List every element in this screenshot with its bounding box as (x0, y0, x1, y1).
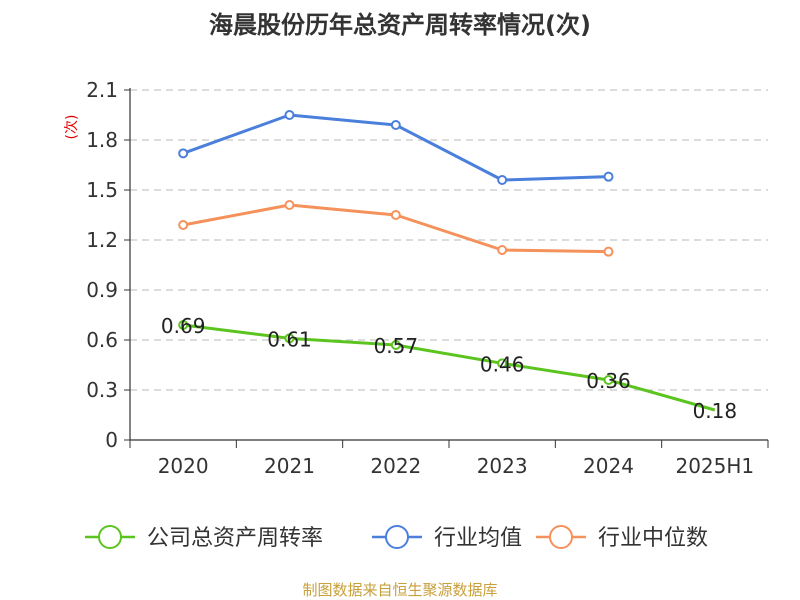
series-group (178, 110, 716, 412)
data-point (603, 171, 614, 182)
x-tick-label: 2022 (370, 454, 421, 478)
data-point (178, 320, 189, 330)
x-tick-label: 2025H1 (675, 454, 754, 478)
legend-item: 公司总资产周转率 (85, 525, 323, 551)
data-point (178, 148, 189, 159)
data-point (178, 220, 189, 230)
y-tick-label: 0 (105, 428, 118, 452)
legend-label: 行业均值 (434, 526, 522, 551)
x-tick-label: 2023 (477, 454, 528, 478)
y-axis-unit-label: (次) (64, 115, 80, 140)
data-point (603, 375, 614, 385)
legend-item: 行业中位数 (536, 525, 708, 551)
data-labels: 0.69 0.61 0.57 0.46 0.36 0.18 (161, 314, 737, 423)
legend-label: 行业中位数 (598, 526, 708, 551)
grid-lines (130, 89, 768, 391)
legend-item: 行业均值 (372, 525, 522, 551)
axes (129, 88, 768, 441)
y-tick-label: 0.3 (86, 378, 118, 402)
y-axis-ticks: 0 0.3 0.6 0.9 1.2 1.5 1.8 2.1 (86, 78, 130, 452)
x-tick-label: 2020 (158, 454, 209, 478)
data-label: 0.57 (374, 334, 419, 358)
legend-swatch-marker (549, 525, 573, 549)
data-point (497, 175, 508, 185)
y-tick-label: 0.6 (86, 328, 118, 352)
chart-title: 海晨股份历年总资产周转率情况(次) (209, 11, 591, 39)
data-label: 0.46 (480, 352, 525, 376)
legend-swatch-marker (385, 525, 409, 549)
y-tick-label: 1.5 (86, 178, 118, 202)
x-axis-ticks: 2020 2021 2022 2023 2024 2025H1 (129, 440, 769, 478)
data-point (284, 333, 295, 344)
legend-swatch-marker (98, 525, 122, 549)
data-point (390, 340, 401, 350)
source-note: 制图数据来自恒生聚源数据库 (302, 581, 497, 599)
data-label: 0.18 (693, 399, 738, 423)
data-point (284, 110, 295, 120)
data-label: 0.69 (161, 314, 206, 338)
y-tick-label: 2.1 (86, 78, 118, 102)
y-tick-label: 1.8 (86, 128, 118, 152)
data-label: 0.61 (267, 327, 312, 351)
legend: 公司总资产周转率 行业均值 行业中位数 (85, 525, 708, 551)
x-tick-label: 2024 (583, 454, 634, 478)
y-tick-label: 1.2 (86, 228, 118, 252)
data-point (497, 358, 508, 369)
data-point (390, 120, 401, 130)
data-point (284, 200, 295, 210)
data-label: 0.36 (586, 369, 631, 393)
legend-label: 公司总资产周转率 (147, 526, 323, 551)
y-tick-label: 0.9 (86, 278, 118, 302)
data-point (603, 246, 614, 257)
data-point (497, 245, 508, 255)
data-point (390, 210, 401, 220)
x-tick-label: 2021 (264, 454, 315, 478)
series-line-0 (182, 323, 716, 412)
